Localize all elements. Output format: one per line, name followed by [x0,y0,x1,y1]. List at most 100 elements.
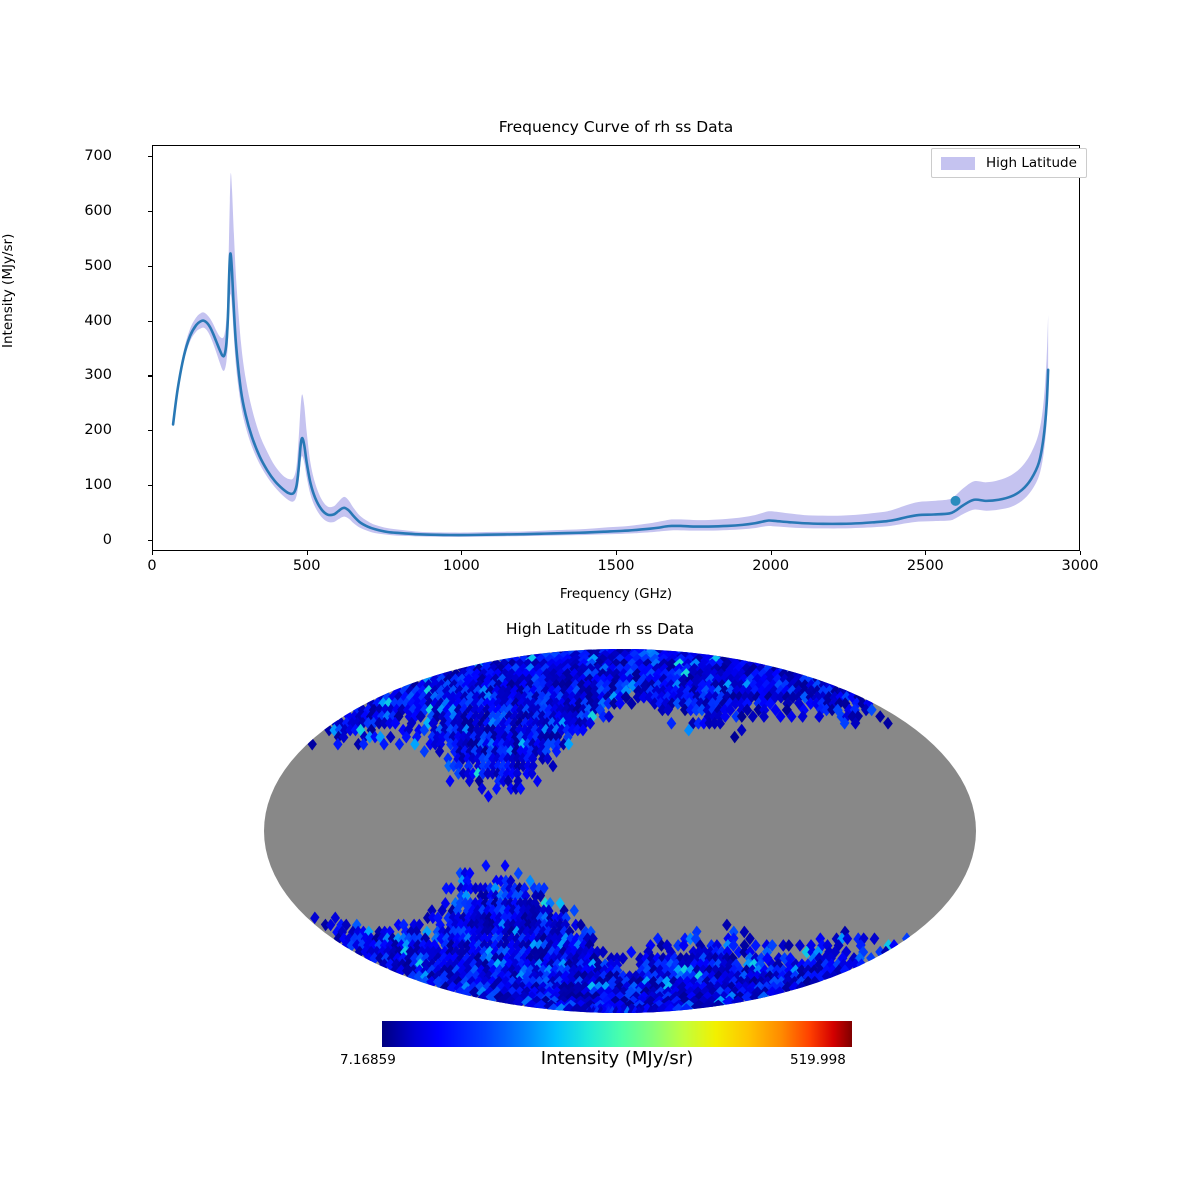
healpix-pixel [635,1005,643,1013]
healpix-pixel [558,737,569,751]
healpix-pixel [457,939,468,952]
healpix-pixel [626,697,637,710]
healpix-pixel [644,691,655,704]
healpix-pixel [518,939,529,952]
healpix-pixel [523,939,534,952]
healpix-pixel [501,889,511,903]
healpix-pixel [518,752,528,765]
healpix-pixel [814,710,825,723]
healpix-pixel [501,925,511,939]
healpix-pixel [739,939,750,952]
healpix-pixel [410,737,420,751]
healpix-pixel [522,767,532,780]
healpix-pixel [685,703,696,717]
healpix-pixel [385,958,396,971]
x-tick-mark [306,551,308,555]
healpix-pixel [476,697,487,710]
healpix-pixel [501,874,511,888]
legend-box[interactable]: High Latitude [931,148,1087,178]
healpix-pixel [571,918,581,932]
healpix-pixel [339,932,349,946]
healpix-pixel [435,745,445,758]
healpix-pixel [585,716,596,730]
healpix-pixel [488,767,498,780]
healpix-pixel [365,730,375,744]
healpix-pixel [385,730,396,744]
healpix-pixel [468,767,478,780]
healpix-pixel [500,730,510,744]
y-tick-label: 500 [84,257,112,274]
healpix-pixel [673,939,684,952]
healpix-pixel [443,752,453,765]
healpix-pixel [507,767,517,780]
healpix-pixel [617,952,628,965]
healpix-pixel [444,759,454,773]
healpix-pixel [414,964,425,978]
x-tick-label: 2500 [906,558,944,574]
healpix-pixel [815,964,826,978]
healpix-pixel [672,697,683,710]
mollweide-map-svg [264,649,976,1013]
healpix-pixel [875,710,886,723]
healpix-pixel [531,889,541,903]
healpix-pixel [866,703,877,717]
healpix-pixel [650,1005,658,1013]
healpix-pixel [393,918,404,932]
healpix-pixel [401,730,411,744]
healpix-pixel [466,882,476,895]
x-tick-mark [152,551,154,555]
healpix-pixel [627,1005,636,1013]
healpix-pixel [840,697,851,710]
healpix-pixel [731,710,742,723]
healpix-pixel [345,723,355,737]
healpix-pixel [330,911,340,925]
healpix-pixel [578,723,588,737]
healpix-pixel [793,691,805,704]
healpix-pixel [604,710,614,723]
healpix-pixel [704,716,715,730]
healpix-pixel [440,897,450,910]
healpix-pixel [428,716,439,730]
healpix-pixel [699,716,709,730]
healpix-pixel [783,939,794,952]
healpix-pixel [853,932,863,946]
healpix-pixel [723,939,733,952]
healpix-pixel [684,723,694,737]
y-tick-label: 700 [84,147,112,164]
healpix-pixel [419,723,429,737]
healpix-pixel [423,716,433,730]
healpix-pixel [487,716,498,730]
healpix-pixel [759,703,770,717]
healpix-pixel [413,970,425,983]
healpix-pixel [465,703,476,717]
healpix-pixel [567,723,578,737]
healpix-pixel [467,945,478,959]
healpix-pixel [476,703,487,717]
healpix-pixel [341,918,351,932]
frequency-plot-axes [152,145,1080,551]
healpix-pixel [515,882,525,895]
x-tick-label: 1500 [597,558,635,574]
healpix-pixel [490,932,501,946]
healpix-pixel [646,1005,655,1013]
healpix-pixel [720,710,731,723]
healpix-pixel [526,710,537,723]
healpix-pixel [626,945,637,959]
healpix-pixel [851,697,862,710]
healpix-pixel [354,945,365,959]
healpix-pixel [697,703,707,717]
healpix-pixel [608,1005,617,1013]
healpix-pixel [730,697,741,710]
healpix-pixel [462,904,473,917]
healpix-pixel [533,932,544,946]
healpix-pixel [471,716,482,730]
healpix-pixel [614,697,626,710]
healpix-pixel [451,737,461,751]
healpix-pixel [709,710,719,723]
healpix-pixel [778,939,789,952]
healpix-pixel [482,710,493,723]
y-tick-label: 100 [84,477,112,494]
healpix-pixel [468,986,482,999]
healpix-pixel [827,703,838,717]
y-tick-label: 600 [84,202,112,219]
